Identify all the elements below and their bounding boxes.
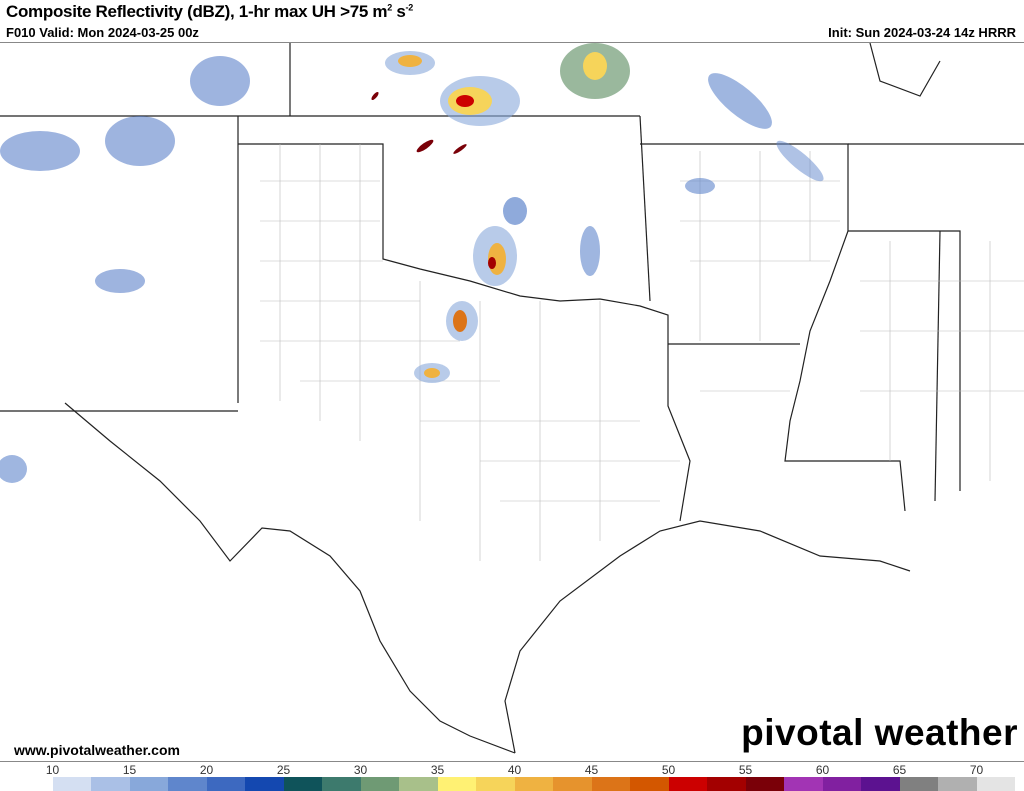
updraft-helicity-swaths (371, 91, 467, 154)
colorbar-swatch (437, 777, 476, 791)
colorbar-ticks: 10 15 20 25 30 35 40 45 50 55 60 65 70 (0, 763, 1024, 777)
colorbar-swatch (206, 777, 245, 791)
reflectivity-map[interactable] (0, 42, 1024, 762)
colorbar-tick-label: 25 (276, 763, 291, 777)
colorbar-swatch (938, 777, 977, 791)
colorbar-swatch (707, 777, 746, 791)
colorbar-tick-label: 40 (507, 763, 522, 777)
state-borders (0, 42, 1024, 754)
colorbar-swatch (52, 777, 91, 791)
title-superscript: 2 (387, 2, 392, 13)
colorbar-tick-label: 60 (815, 763, 830, 777)
title-unit: s (391, 2, 406, 21)
colorbar-swatch (14, 777, 53, 791)
colorbar-swatch (168, 777, 207, 791)
colorbar-tick-label: 15 (122, 763, 137, 777)
colorbar-swatch (861, 777, 900, 791)
colorbar-swatch (476, 777, 515, 791)
pivotal-weather-logo: pivotal weather (741, 712, 1018, 753)
colorbar-tick-label: 55 (738, 763, 753, 777)
colorbar-swatch (91, 777, 130, 791)
colorbar-swatch (668, 777, 707, 791)
colorbar-tick-label: 10 (45, 763, 60, 777)
colorbar: 10 15 20 25 30 35 40 45 50 55 60 65 70 (0, 760, 1024, 791)
colorbar-swatch (784, 777, 823, 791)
colorbar-swatch (129, 777, 168, 791)
county-borders (260, 144, 1024, 561)
colorbar-swatch (630, 777, 669, 791)
colorbar-swatch (283, 777, 322, 791)
valid-time: F010 Valid: Mon 2024-03-25 00z (6, 25, 199, 40)
colorbar-tick-label: 65 (892, 763, 907, 777)
colorbar-swatch (553, 777, 592, 791)
colorbar-swatch (976, 777, 1015, 791)
init-time: Init: Sun 2024-03-24 14z HRRR (828, 25, 1016, 40)
colorbar-swatches (14, 777, 1015, 791)
website-url[interactable]: www.pivotalweather.com (14, 742, 180, 758)
colorbar-swatch (822, 777, 861, 791)
colorbar-tick-label: 50 (661, 763, 676, 777)
colorbar-swatch (399, 777, 438, 791)
colorbar-swatch (322, 777, 361, 791)
colorbar-tick-label: 70 (969, 763, 984, 777)
colorbar-swatch (245, 777, 284, 791)
colorbar-swatch (899, 777, 938, 791)
colorbar-tick-label: 20 (199, 763, 214, 777)
radar-echoes (0, 43, 824, 483)
colorbar-swatch (745, 777, 784, 791)
map-title: Composite Reflectivity (dBZ), 1-hr max U… (6, 2, 413, 22)
colorbar-tick-label: 30 (353, 763, 368, 777)
colorbar-tick-label: 35 (430, 763, 445, 777)
title-superscript: -2 (405, 2, 414, 13)
colorbar-swatch (360, 777, 399, 791)
colorbar-swatch (591, 777, 630, 791)
colorbar-tick-label: 45 (584, 763, 599, 777)
map-svg (0, 42, 1024, 754)
colorbar-swatch (514, 777, 553, 791)
title-text: Composite Reflectivity (dBZ), 1-hr max U… (6, 2, 388, 21)
